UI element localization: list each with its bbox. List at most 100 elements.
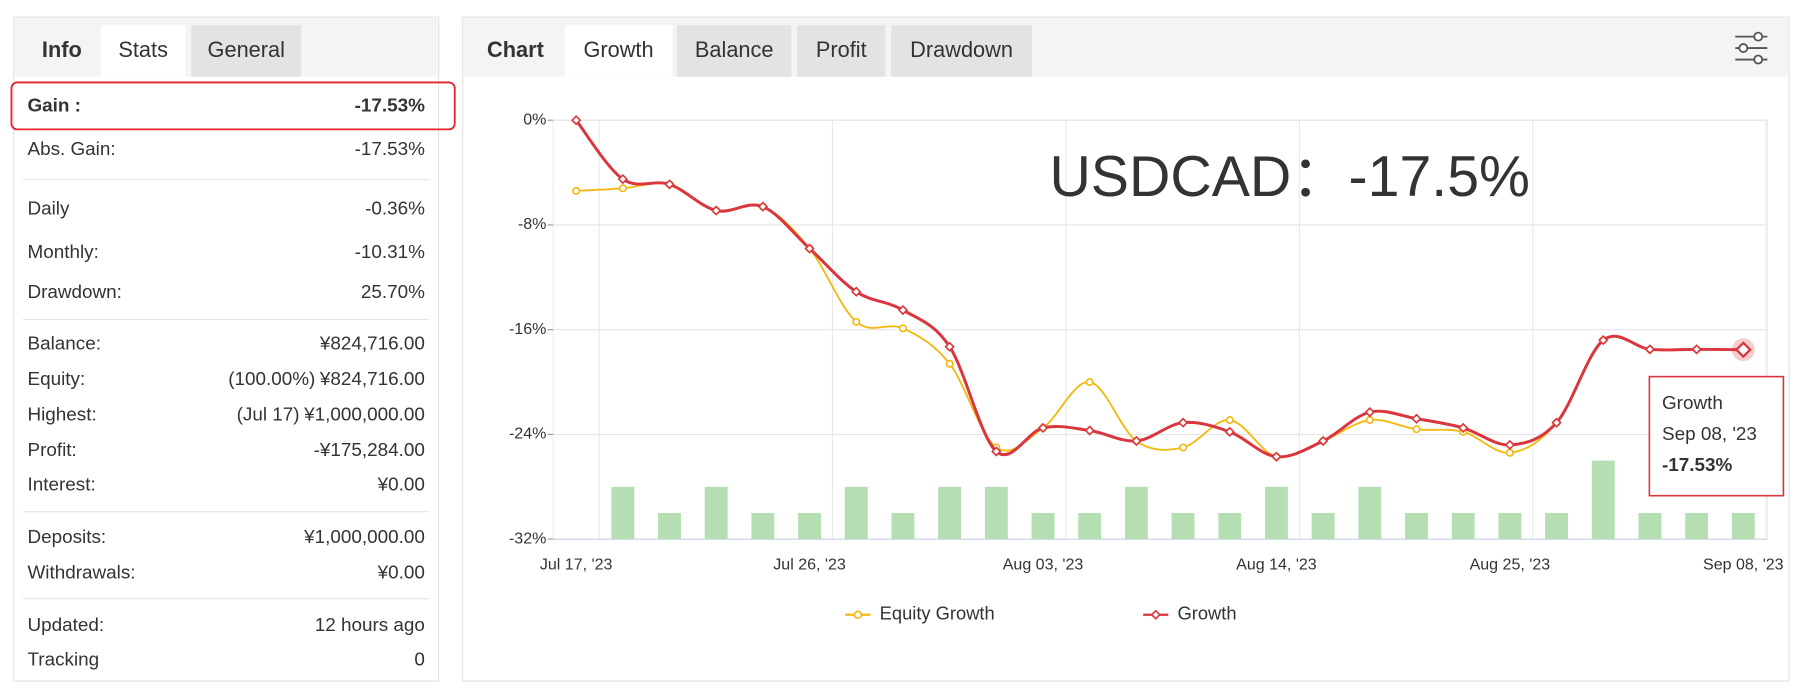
tab[interactable]: [676, 25, 792, 77]
volume-bar: [844, 486, 868, 540]
legend-label[interactable]: Equity Growth: [880, 603, 995, 624]
tab[interactable]: [797, 25, 886, 77]
tooltip-date: Sep 08, '23: [1662, 424, 1757, 445]
tab-label[interactable]: Drawdown: [910, 37, 1013, 62]
volume-bar: [1731, 512, 1755, 540]
tab-label[interactable]: Stats: [118, 37, 168, 62]
x-tick-label: Sep 08, '23: [1703, 556, 1784, 574]
tab-label[interactable]: Balance: [695, 37, 774, 62]
row-value: ¥0.00: [377, 563, 425, 584]
marker: [1505, 448, 1514, 457]
volume-bar: [1311, 512, 1335, 540]
marker: [1225, 416, 1234, 425]
row-value: -17.53%: [355, 139, 426, 160]
marker: [1271, 451, 1282, 462]
volume-bar: [1451, 512, 1475, 540]
row-label: Drawdown:: [27, 282, 121, 303]
row-label: Gain :: [27, 95, 80, 116]
marker: [1364, 407, 1375, 418]
marker: [1177, 417, 1189, 428]
tab-label[interactable]: General: [208, 37, 285, 62]
volume-bar: [938, 486, 962, 540]
x-tick-label: Aug 03, '23: [1003, 556, 1084, 574]
row-label: Equity:: [27, 369, 85, 390]
row-label: Deposits:: [27, 527, 106, 548]
row-label: Daily: [27, 198, 70, 219]
marker: [572, 186, 581, 195]
tab-label[interactable]: Chart: [487, 37, 544, 62]
tab[interactable]: [191, 25, 302, 77]
marker: [1085, 378, 1094, 387]
marker: [1458, 422, 1469, 434]
x-tick-label: Aug 25, '23: [1470, 556, 1551, 574]
legend-label[interactable]: Growth: [1177, 603, 1236, 624]
marker: [898, 324, 907, 333]
settings-icon[interactable]: [1735, 31, 1768, 65]
volume-bar: [1638, 512, 1662, 540]
tab-label[interactable]: Info: [42, 37, 82, 62]
volume-bar: [1591, 460, 1615, 540]
legend-marker: [853, 610, 863, 619]
y-tick-label: -8%: [518, 215, 546, 233]
row-value: 0: [414, 650, 425, 671]
marker: [1598, 335, 1609, 346]
marker: [664, 179, 675, 190]
info-panel: [13, 16, 440, 682]
row-value: ¥1,000,000.00: [303, 405, 425, 426]
tooltip-series: Growth: [1662, 393, 1723, 414]
y-tick-label: -32%: [509, 529, 546, 547]
marker: [852, 317, 861, 326]
row-value: 12 hours ago: [315, 615, 425, 636]
x-tick-label: Jul 17, '23: [540, 556, 613, 574]
volume-bar: [891, 512, 915, 540]
marker: [897, 304, 909, 316]
row-value: -17.53%: [355, 95, 426, 116]
volume-bar: [611, 486, 635, 540]
volume-bar: [704, 486, 728, 540]
marker: [1504, 439, 1516, 451]
marker: [711, 205, 722, 216]
marker: [944, 341, 955, 352]
row-value: -0.36%: [365, 198, 425, 219]
marker: [1644, 344, 1656, 355]
marker: [570, 115, 582, 126]
row-label: Monthly:: [27, 242, 98, 263]
row-value: 25.70%: [361, 282, 425, 303]
row-value: ¥1,000,000.00: [303, 527, 425, 548]
y-tick-label: -24%: [509, 425, 546, 443]
volume-bar: [751, 512, 775, 540]
row-note: (Jul 17): [237, 405, 300, 426]
volume-bar: [1218, 512, 1242, 540]
marker: [617, 173, 628, 185]
volume-bar: [1405, 512, 1428, 540]
marker: [1131, 435, 1142, 447]
tab[interactable]: [891, 25, 1033, 77]
volume-bar: [1498, 512, 1522, 540]
volume-bar: [1685, 512, 1709, 540]
volume-bar: [1264, 486, 1288, 540]
tab-label[interactable]: Profit: [816, 37, 867, 62]
row-value: ¥824,716.00: [319, 334, 425, 355]
legend-marker: [1150, 609, 1161, 620]
volume-bar: [1171, 512, 1195, 540]
marker: [1412, 425, 1421, 434]
row-label: Interest:: [27, 474, 95, 495]
marker: [618, 184, 627, 193]
marker: [1317, 435, 1329, 447]
marker: [1224, 426, 1235, 437]
marker: [1551, 417, 1562, 428]
row-label: Updated:: [27, 615, 104, 636]
row-value: ¥824,716.00: [319, 369, 425, 390]
row-note: (100.00%): [228, 369, 315, 390]
tab-active: [564, 25, 673, 77]
y-tick-label: -16%: [509, 320, 546, 338]
x-tick-label: Jul 26, '23: [773, 556, 846, 574]
marker: [1179, 443, 1188, 452]
tab-active: [100, 25, 186, 77]
tab-label[interactable]: Growth: [583, 37, 653, 62]
row-label: Withdrawals:: [27, 563, 135, 584]
marker: [851, 286, 862, 297]
volume-bar: [1078, 512, 1102, 540]
